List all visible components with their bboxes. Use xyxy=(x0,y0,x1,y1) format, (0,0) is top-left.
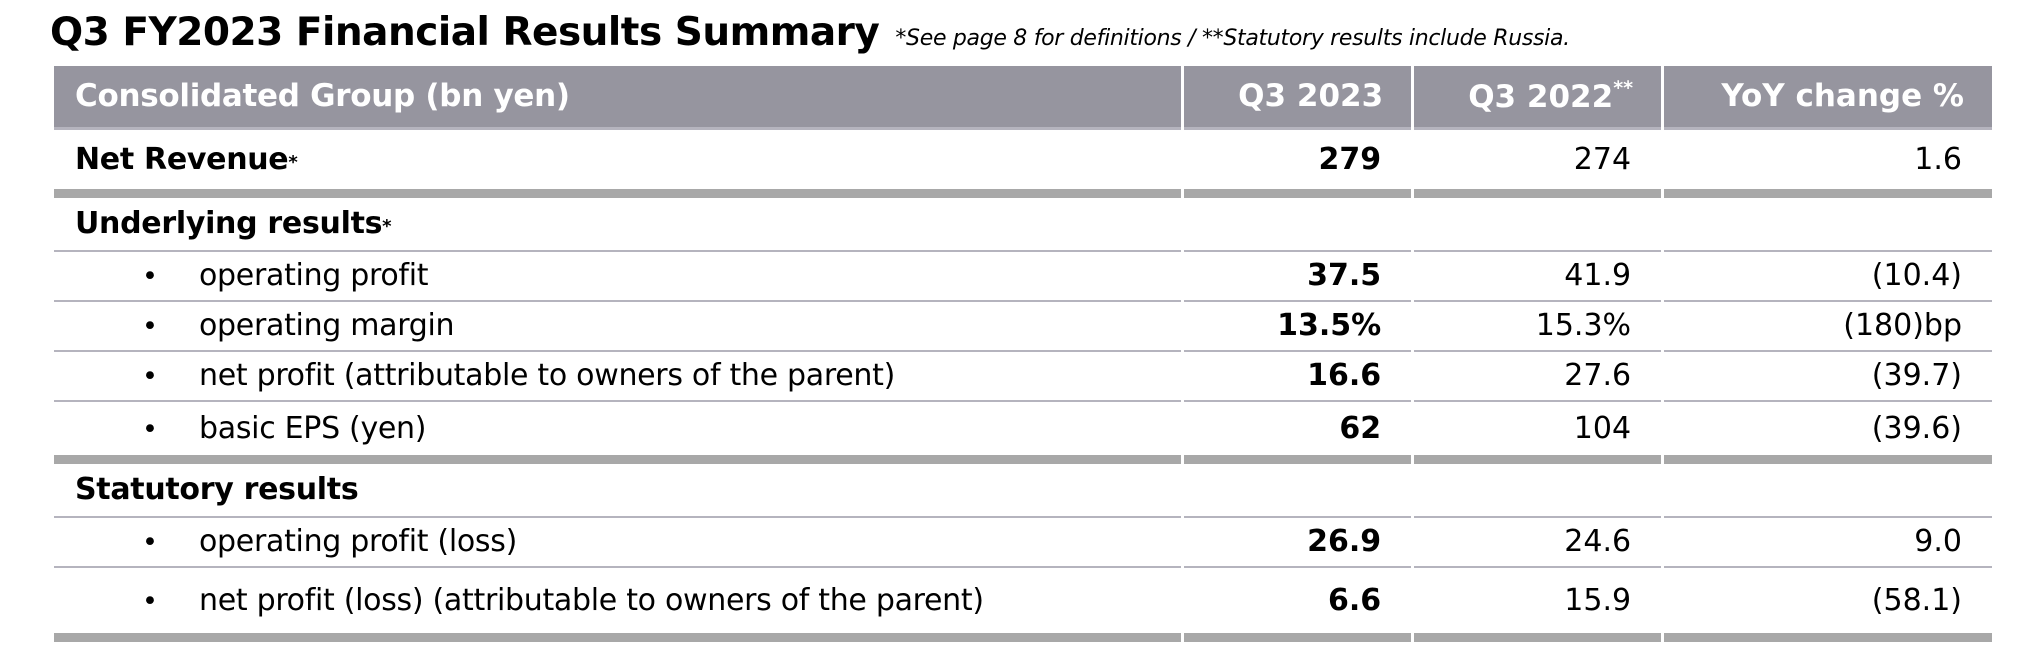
row-label-cell: Net Revenue* xyxy=(54,130,1181,198)
financial-results-table: Consolidated Group (bn yen) Q3 2023 Q3 2… xyxy=(51,65,1995,642)
header-q3-2022-note: ** xyxy=(1613,77,1634,100)
value-yoy: 1.6 xyxy=(1664,130,1992,198)
row-label: basic EPS (yen) xyxy=(199,410,427,446)
section-label-cell: Underlying results* xyxy=(54,198,1181,252)
title-footnote: *See page 8 for definitions / **Statutor… xyxy=(895,26,1570,51)
row-label: net profit (attributable to owners of th… xyxy=(199,358,895,394)
value-q3-2022: 15.3% xyxy=(1414,302,1662,352)
table-row-statutory-results: Statutory results xyxy=(54,464,1992,518)
table-row-operating-profit: • operating profit 37.5 41.9 (10.4) xyxy=(54,252,1992,302)
value-q3-2023 xyxy=(1183,198,1412,252)
bullet-icon: • xyxy=(142,527,158,559)
bullet-icon: • xyxy=(142,261,158,293)
value-q3-2023: 13.5% xyxy=(1183,302,1412,352)
header-q3-2022-label: Q3 2022 xyxy=(1468,79,1614,116)
table-row-net-profit-loss: • net profit (loss) (attributable to owne… xyxy=(54,568,1992,642)
row-label: operating margin xyxy=(199,308,455,344)
header-q3-2023: Q3 2023 xyxy=(1183,65,1412,130)
table-row-net-revenue: Net Revenue* 279 274 1.6 xyxy=(54,130,1992,198)
section-label-cell: Statutory results xyxy=(54,464,1181,518)
header-q3-2022: Q3 2022** xyxy=(1414,65,1662,130)
table-row-net-profit: • net profit (attributable to owners of t… xyxy=(54,352,1992,402)
row-label-cell: • operating profit (loss) xyxy=(54,518,1181,568)
bullet-icon: • xyxy=(142,311,158,343)
value-q3-2023: 6.6 xyxy=(1183,568,1412,642)
table-header-row: Consolidated Group (bn yen) Q3 2023 Q3 2… xyxy=(54,65,1992,130)
value-q3-2022: 24.6 xyxy=(1414,518,1662,568)
value-yoy: (58.1) xyxy=(1664,568,1992,642)
row-label-cell: • net profit (loss) (attributable to owne… xyxy=(54,568,1181,642)
page-title: Q3 FY2023 Financial Results Summary xyxy=(50,10,880,55)
title-line: Q3 FY2023 Financial Results Summary *See… xyxy=(50,10,2026,57)
value-q3-2022: 104 xyxy=(1414,402,1662,464)
section-label: Underlying results xyxy=(75,206,383,242)
value-q3-2022: 41.9 xyxy=(1414,252,1662,302)
value-q3-2023: 37.5 xyxy=(1183,252,1412,302)
value-q3-2022: 15.9 xyxy=(1414,568,1662,642)
section-label-note: * xyxy=(382,216,392,238)
value-yoy xyxy=(1664,464,1992,518)
header-q3-2023-label: Q3 2023 xyxy=(1238,78,1384,115)
value-yoy: 9.0 xyxy=(1664,518,1992,568)
table-row-underlying-results: Underlying results* xyxy=(54,198,1992,252)
value-q3-2023: 279 xyxy=(1183,130,1412,198)
value-q3-2022 xyxy=(1414,464,1662,518)
value-yoy: (10.4) xyxy=(1664,252,1992,302)
header-consolidated-group: Consolidated Group (bn yen) xyxy=(54,65,1181,130)
row-label-note: * xyxy=(288,151,298,173)
slide-page: Q3 FY2023 Financial Results Summary *See… xyxy=(50,10,2026,642)
row-label: net profit (loss) (attributable to owner… xyxy=(199,582,984,618)
row-label-cell: • net profit (attributable to owners of t… xyxy=(54,352,1181,402)
value-yoy: (39.6) xyxy=(1664,402,1992,464)
value-q3-2022: 27.6 xyxy=(1414,352,1662,402)
row-label: operating profit (loss) xyxy=(199,524,517,560)
value-yoy: (180)bp xyxy=(1664,302,1992,352)
value-yoy xyxy=(1664,198,1992,252)
value-q3-2022 xyxy=(1414,198,1662,252)
table-row-basic-eps: • basic EPS (yen) 62 104 (39.6) xyxy=(54,402,1992,464)
value-q3-2023: 26.9 xyxy=(1183,518,1412,568)
header-yoy-change: YoY change % xyxy=(1664,65,1992,130)
bullet-icon: • xyxy=(142,413,158,445)
row-label-cell: • operating profit xyxy=(54,252,1181,302)
row-label-cell: • operating margin xyxy=(54,302,1181,352)
bullet-icon: • xyxy=(142,361,158,393)
value-q3-2023: 16.6 xyxy=(1183,352,1412,402)
value-q3-2023: 62 xyxy=(1183,402,1412,464)
value-yoy: (39.7) xyxy=(1664,352,1992,402)
table-row-operating-profit-loss: • operating profit (loss) 26.9 24.6 9.0 xyxy=(54,518,1992,568)
table-row-operating-margin: • operating margin 13.5% 15.3% (180)bp xyxy=(54,302,1992,352)
value-q3-2022: 274 xyxy=(1414,130,1662,198)
value-q3-2023 xyxy=(1183,464,1412,518)
row-label-cell: • basic EPS (yen) xyxy=(54,402,1181,464)
row-label: Net Revenue xyxy=(75,141,289,177)
row-label: operating profit xyxy=(199,258,429,294)
section-label: Statutory results xyxy=(75,472,359,508)
bullet-icon: • xyxy=(142,585,158,617)
